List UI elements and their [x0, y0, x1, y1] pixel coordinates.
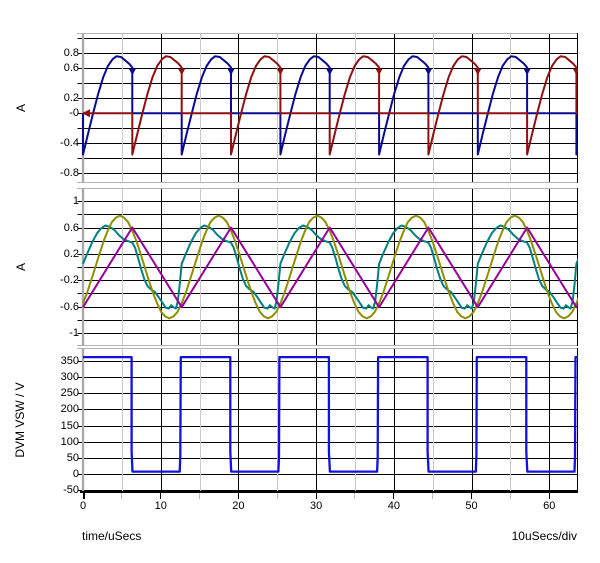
bottom-ytick-label: 300 [60, 371, 79, 384]
trace-rectifier-current-red [83, 55, 578, 156]
bottom-ytick-label: 250 [60, 387, 79, 400]
x-tick-label: 60 [543, 500, 556, 512]
middle-ytick-label: -0.2 [60, 274, 79, 287]
triangle-down-marker [227, 68, 235, 76]
top-ytick-label: -0.8 [60, 167, 79, 180]
x-minor-tick [276, 493, 278, 499]
middle-ytick-label: 1 [72, 195, 79, 208]
x-major-tick [393, 493, 395, 499]
top-ytick-label: 0.8 [63, 47, 79, 60]
x-tick-label: 50 [465, 500, 478, 512]
top-ytick-label: -0.4 [60, 137, 79, 150]
bottom-ytick-label: 200 [60, 403, 79, 416]
top-ytick-label: -0 [69, 107, 79, 120]
top-ytick-label: 0.2 [63, 92, 79, 105]
middle-plot-y-axis-title: A [14, 262, 28, 272]
top-plot [77, 33, 578, 183]
bottom-plot-canvas [77, 348, 578, 492]
bottom-ytick-label: 350 [60, 354, 79, 367]
middle-ytick-label: -1 [69, 326, 79, 339]
top-plot-canvas [77, 33, 578, 183]
x-minor-tick [354, 493, 356, 499]
bottom-ytick-label: 100 [60, 435, 79, 448]
x-tick-label: 30 [309, 500, 323, 512]
top-ytick-label: 0.6 [63, 62, 79, 75]
trace-sine-current-olive [82, 214, 578, 320]
middle-plot-canvas [77, 188, 578, 346]
middle-plot [77, 188, 578, 346]
middle-ytick-label: -0.6 [60, 300, 79, 313]
scale-per-div-caption: 10uSecs/div [511, 529, 577, 543]
middle-ytick-label: 0.2 [63, 247, 79, 260]
trace-inductor-current-teal [82, 224, 578, 310]
x-minor-tick [121, 493, 123, 499]
triangle-down-marker [474, 68, 482, 76]
x-major-tick [471, 493, 473, 499]
trace-triangle-current-purple [82, 226, 578, 309]
x-major-tick [82, 493, 85, 499]
x-tick-label: 20 [232, 500, 245, 512]
x-major-tick [237, 493, 239, 499]
triangle-left-marker [81, 109, 90, 118]
triangle-down-marker [128, 68, 136, 76]
x-minor-tick [432, 493, 434, 499]
bottom-ytick-label: -50 [63, 484, 79, 497]
time-axis-caption: time/uSecs [82, 529, 142, 543]
x-minor-tick [509, 493, 511, 499]
bottom-ytick-label: 150 [60, 419, 79, 432]
x-major-tick [548, 493, 550, 499]
x-tick-label: 0 [79, 500, 87, 512]
triangle-down-marker [424, 68, 432, 76]
x-major-tick [160, 493, 162, 499]
triangle-down-marker [523, 68, 531, 76]
x-major-tick [315, 493, 317, 499]
x-minor-tick [199, 493, 201, 499]
bottom-ytick-label: 50 [66, 452, 79, 465]
triangle-down-marker [326, 68, 334, 76]
bottom-ytick-label: 0 [72, 468, 79, 481]
trace-switch-node-voltage [83, 355, 578, 473]
middle-ytick-label: 0.6 [63, 221, 79, 234]
x-tick-label: 40 [387, 500, 400, 512]
bottom-plot [77, 348, 578, 492]
x-tick-label: 10 [154, 500, 167, 512]
triangle-down-marker [276, 68, 284, 76]
triangle-down-marker [572, 68, 578, 76]
triangle-down-marker [375, 68, 383, 76]
triangle-down-marker [178, 68, 186, 76]
x-axis-line [80, 491, 578, 493]
